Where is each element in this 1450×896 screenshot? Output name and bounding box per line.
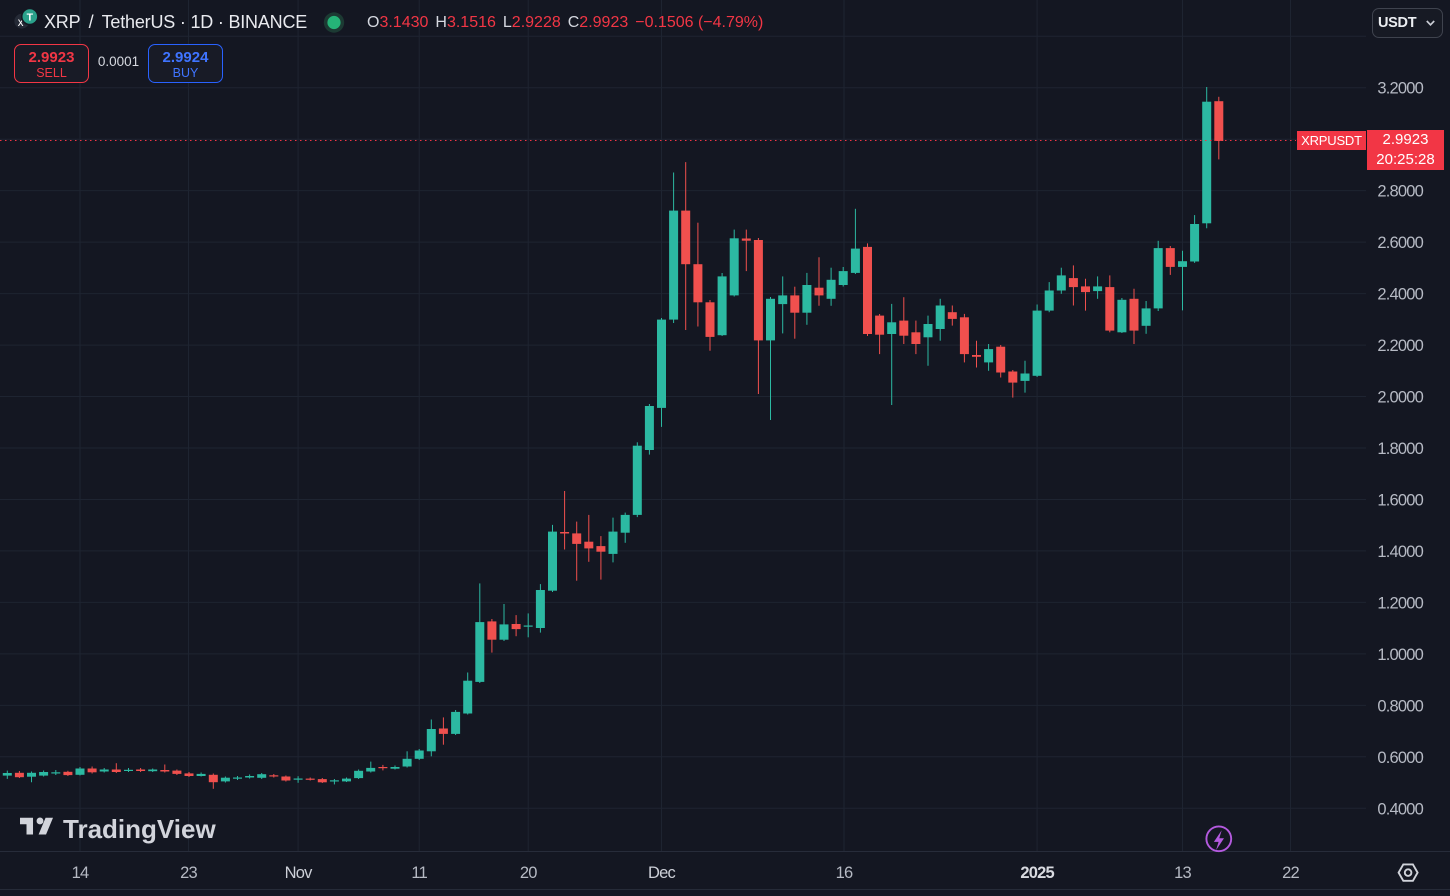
svg-text:1.2000: 1.2000 (1377, 594, 1423, 612)
svg-text:11: 11 (411, 864, 427, 882)
svg-text:1.4000: 1.4000 (1377, 543, 1423, 561)
svg-text:2.4000: 2.4000 (1377, 286, 1423, 304)
svg-text:23: 23 (180, 864, 197, 882)
svg-text:1.6000: 1.6000 (1377, 492, 1423, 510)
svg-text:Nov: Nov (285, 864, 313, 882)
svg-text:0.4000: 0.4000 (1377, 800, 1423, 818)
svg-text:20: 20 (520, 864, 537, 882)
svg-text:2.0000: 2.0000 (1377, 389, 1423, 407)
svg-text:3.2000: 3.2000 (1377, 80, 1423, 98)
svg-text:2025: 2025 (1020, 864, 1054, 882)
svg-text:Dec: Dec (648, 864, 675, 882)
svg-text:0.8000: 0.8000 (1377, 697, 1423, 715)
svg-text:1.0000: 1.0000 (1377, 646, 1423, 664)
svg-text:0.6000: 0.6000 (1377, 749, 1423, 767)
svg-text:16: 16 (836, 864, 853, 882)
svg-text:14: 14 (72, 864, 89, 882)
svg-text:x: x (18, 17, 24, 29)
svg-text:22: 22 (1282, 864, 1299, 882)
svg-text:2.2000: 2.2000 (1377, 337, 1423, 355)
svg-text:13: 13 (1174, 864, 1191, 882)
svg-text:1.8000: 1.8000 (1377, 440, 1423, 458)
svg-text:TradingView: TradingView (63, 814, 216, 844)
svg-text:T: T (27, 12, 34, 24)
svg-text:2.6000: 2.6000 (1377, 234, 1423, 252)
svg-text:2.8000: 2.8000 (1377, 183, 1423, 201)
